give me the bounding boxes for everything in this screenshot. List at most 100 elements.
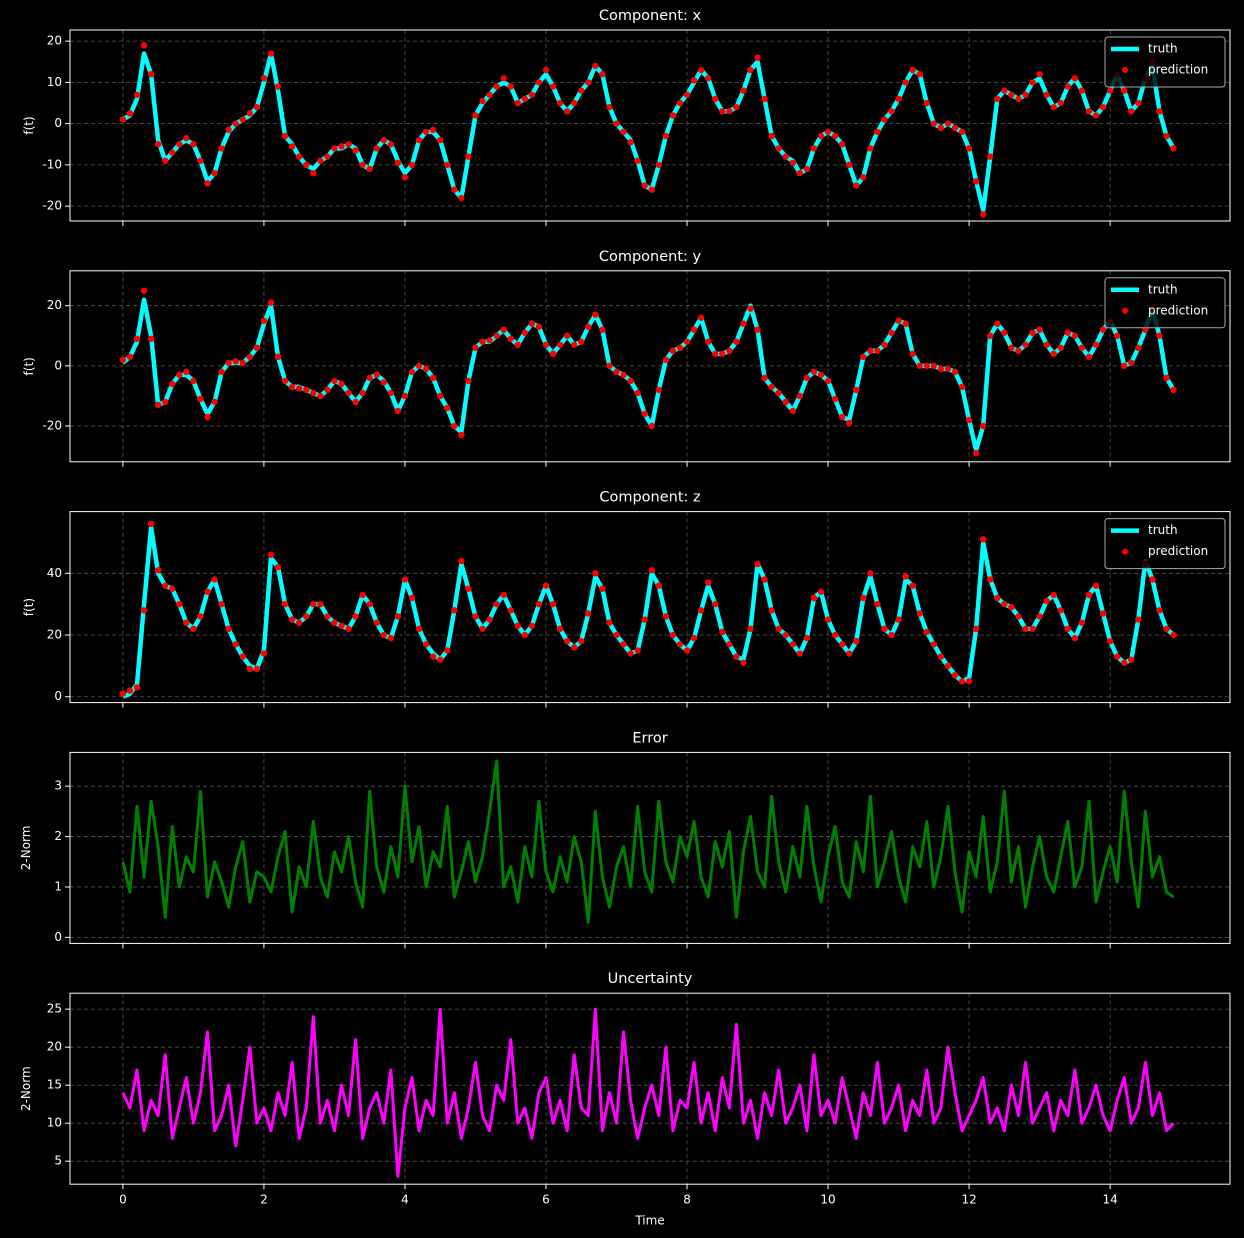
prediction-point [493,83,500,90]
prediction-point [782,153,789,160]
prediction-point [556,341,564,348]
prediction-point [796,650,804,657]
prediction-point [260,75,268,82]
prediction-point [274,563,282,571]
prediction-point [1092,341,1100,348]
prediction-point [1022,341,1029,348]
prediction-point [345,625,352,633]
prediction-point [888,108,895,115]
prediction-point [1064,329,1072,336]
prediction-point [987,576,994,583]
prediction-point [1036,613,1043,620]
prediction-point [451,186,458,193]
prediction-point [979,211,987,218]
prediction-point [1113,653,1121,660]
prediction-point [817,132,825,140]
prediction-point [133,335,141,342]
prediction-point [669,347,677,355]
prediction-point [493,600,500,608]
prediction-point [154,141,162,148]
prediction-point [648,186,655,193]
prediction-point [902,320,909,327]
subplot-title: Component: y [599,249,702,265]
prediction-point [253,344,261,352]
prediction-point [1050,591,1057,599]
prediction-point [126,110,134,117]
prediction-point [987,332,994,339]
prediction-point [1121,87,1128,94]
prediction-point [422,365,430,373]
prediction-point [683,91,691,98]
y-tick-label: 15 [47,1078,62,1092]
prediction-point [683,647,691,654]
prediction-point [690,326,698,333]
prediction-point [965,416,973,424]
y-tick-label: -20 [42,419,62,433]
x-tick-label: 10 [820,1193,835,1207]
prediction-point [1106,637,1114,645]
prediction-point [824,377,832,385]
prediction-point [246,353,254,361]
prediction-point [648,422,655,430]
prediction-point [747,625,754,633]
legend-marker [1122,67,1128,73]
prediction-point [197,157,204,164]
y-tick-label: -10 [42,157,62,171]
plot-area [121,759,1175,924]
prediction-point [944,662,952,670]
legend-label: truth [1148,282,1178,296]
prediction-point [570,644,578,651]
prediction-point [1128,108,1135,115]
prediction-point [1050,350,1057,358]
prediction-point [796,169,804,177]
prediction-point [281,377,289,385]
subplot-title: Component: x [599,8,702,24]
axes-frame [69,29,1231,222]
prediction-point [860,594,867,602]
prediction-point [704,75,712,82]
prediction-point [1071,75,1079,82]
prediction-point [225,126,232,134]
prediction-point [1057,344,1064,352]
prediction-point [634,647,641,654]
prediction-point [719,108,726,115]
prediction-point [747,66,754,74]
y-tick-label: 0 [54,930,62,944]
prediction-point [585,610,592,617]
prediction-point [563,332,571,339]
series-line [121,759,1175,924]
prediction-point [585,323,592,330]
prediction-point [944,120,952,127]
prediction-point [726,347,733,355]
y-tick-label: 40 [47,566,62,580]
prediction-point [881,116,888,123]
prediction-point [197,613,204,620]
y-axis-label: f(t) [22,357,36,375]
prediction-point [1156,607,1163,614]
prediction-point [1121,659,1128,666]
prediction-point [655,161,663,169]
prediction-point [754,326,761,333]
prediction-point [493,332,500,339]
prediction-point [1071,634,1079,642]
prediction-point [958,128,966,136]
prediction-point [972,625,980,633]
prediction-point [472,613,479,620]
prediction-point [613,120,620,127]
prediction-point [479,338,486,345]
prediction-point [288,143,296,150]
prediction-point [169,585,176,592]
prediction-point [634,389,641,397]
prediction-point [747,305,754,312]
plot-area [119,520,1177,699]
prediction-point [274,83,282,90]
prediction-point [437,392,444,400]
prediction-point [260,650,268,657]
prediction-point [923,362,930,370]
subplot: 0 20 40 Component: z f(t) truth prediction [22,490,1231,708]
prediction-point [641,410,648,418]
prediction-point [465,377,472,385]
prediction-point [1015,613,1022,620]
prediction-point [1135,616,1142,623]
